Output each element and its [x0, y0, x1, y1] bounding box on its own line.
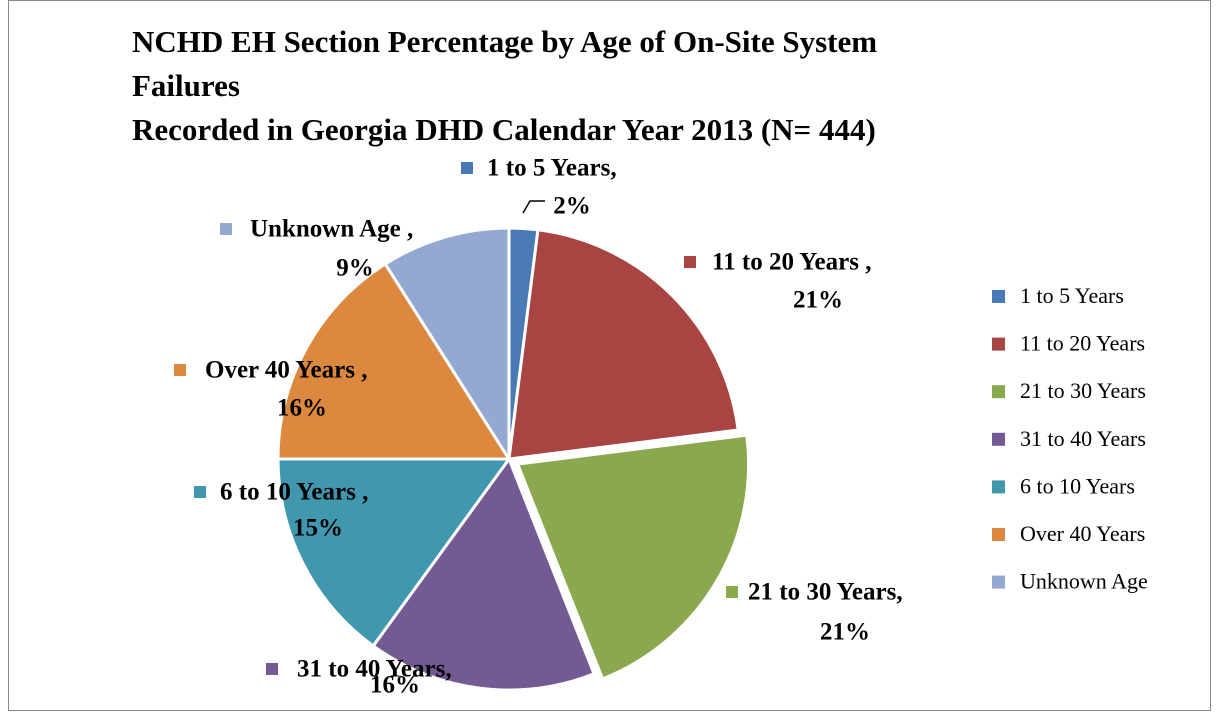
data-label-value: 16% — [370, 672, 420, 699]
legend-label: 11 to 20 Years — [1020, 331, 1145, 356]
data-label-marker — [461, 162, 473, 174]
legend-swatch — [992, 337, 1005, 351]
legend-swatch — [992, 575, 1005, 589]
legend-swatch — [992, 480, 1005, 494]
pie-slice — [276, 457, 512, 648]
data-label-value: 9% — [336, 255, 374, 282]
pie-slice — [383, 226, 511, 465]
data-label-value: 2% — [553, 193, 591, 220]
chart-title: Failures — [132, 68, 240, 103]
legend-swatch — [992, 290, 1005, 303]
data-label-name: 21 to 30 Years, — [748, 579, 903, 606]
legend-swatch — [992, 385, 1005, 399]
legend-swatch — [992, 528, 1005, 541]
leader-line — [522, 200, 545, 214]
chart-title: Recorded in Georgia DHD Calendar Year 20… — [132, 112, 876, 147]
legend-swatch — [992, 432, 1005, 446]
pie-slice — [276, 261, 512, 461]
legend-label: Over 40 Years — [1020, 521, 1145, 546]
data-label-name: 31 to 40 Years, — [297, 656, 452, 683]
data-label-marker — [194, 486, 206, 498]
legend-label: 31 to 40 Years — [1020, 426, 1146, 451]
data-label-name: 11 to 20 Years , — [712, 249, 871, 276]
pie-slice — [507, 228, 740, 461]
pie-slice — [371, 455, 596, 692]
data-label-marker — [220, 223, 232, 235]
legend-label: 21 to 30 Years — [1020, 378, 1146, 403]
legend-label: 6 to 10 Years — [1020, 473, 1135, 498]
data-label-value: 16% — [277, 395, 327, 422]
chart-title: NCHD EH Section Percentage by Age of On-… — [132, 24, 877, 59]
data-label-marker — [174, 364, 186, 376]
data-label-name: 1 to 5 Years, — [487, 155, 617, 182]
data-label-marker — [726, 586, 738, 598]
data-label-marker — [684, 256, 696, 268]
data-label-name: 6 to 10 Years , — [220, 479, 368, 506]
data-label-value: 15% — [293, 515, 343, 542]
data-label-marker — [266, 663, 278, 675]
data-label-name: Unknown Age , — [250, 216, 413, 243]
data-label-value: 21% — [820, 619, 870, 646]
data-label-value: 21% — [793, 287, 843, 314]
pie-slice — [515, 433, 751, 681]
data-label-name: Over 40 Years , — [205, 357, 367, 384]
legend-label: Unknown Age — [1020, 569, 1148, 594]
legend-label: 1 to 5 Years — [1020, 283, 1124, 308]
